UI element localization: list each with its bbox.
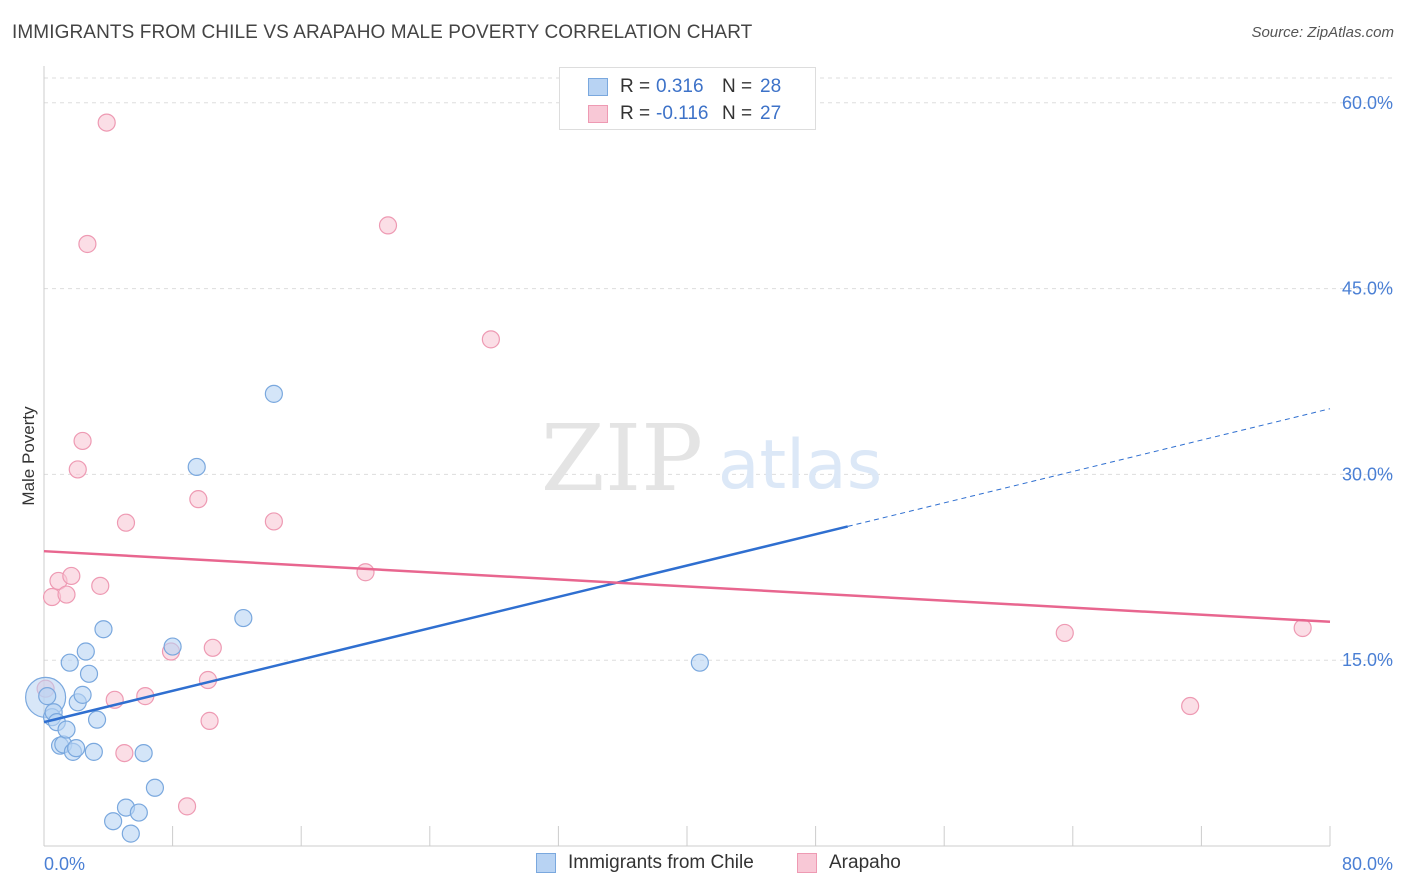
arapaho-point (177, 797, 197, 816)
arapaho-point (97, 113, 116, 132)
y-tick-label: 30.0% (1342, 464, 1393, 484)
n-value: 28 (760, 76, 782, 97)
x-tick-label: 0.0% (44, 854, 85, 874)
y-axis-label: Male Poverty (19, 406, 38, 506)
arapaho-point (91, 576, 110, 595)
chile-point (57, 720, 76, 739)
arapaho-point (203, 638, 222, 657)
arapaho-point (356, 563, 375, 582)
y-tick-label: 15.0% (1342, 650, 1393, 670)
n-label: N = (722, 103, 753, 124)
arapaho-point (62, 566, 81, 586)
arapaho-point (200, 711, 219, 730)
arapaho-point (73, 431, 92, 451)
arapaho-point (78, 234, 97, 254)
legend-row-chile: R = 0.316 N = 28 (588, 75, 781, 99)
chile-point (38, 687, 57, 706)
arapaho-point (116, 513, 136, 532)
chile-point (87, 710, 107, 729)
legend-item-chile[interactable]: Immigrants from Chile (536, 852, 754, 874)
arapaho-point (1055, 623, 1074, 643)
chile-swatch-icon (588, 78, 608, 96)
arapaho-point (68, 460, 87, 479)
chile-point (264, 384, 283, 403)
series-legend: Immigrants from Chile Arapaho (0, 852, 1406, 878)
chile-point (187, 457, 206, 477)
chile-point (145, 778, 165, 797)
legend-label: Immigrants from Chile (568, 852, 754, 873)
chile-point (690, 653, 709, 672)
arapaho-point (115, 743, 134, 763)
legend-item-arapaho[interactable]: Arapaho (797, 852, 901, 874)
gridlines (44, 77, 1392, 661)
watermark-atlas: atlas (718, 426, 882, 505)
arapaho-point (189, 490, 208, 509)
watermark: ZIP atlas (541, 405, 882, 512)
chile-point (60, 653, 79, 672)
arapaho-point (378, 216, 398, 235)
arapaho-point (264, 512, 283, 531)
chile-point (134, 743, 153, 763)
chile-point (163, 637, 182, 656)
r-label: R = (620, 76, 651, 97)
watermark-zip: ZIP (541, 405, 703, 512)
chile-point (67, 739, 86, 758)
y-tick-label: 60.0% (1342, 93, 1393, 113)
r-value: 0.316 (656, 76, 704, 97)
chile-swatch-icon (536, 853, 556, 873)
y-tick-label: 45.0% (1342, 279, 1393, 299)
chile-point (234, 608, 253, 628)
legend-row-arapaho: R = -0.116 N = 27 (588, 102, 781, 126)
chile-point (121, 824, 140, 843)
arapaho-trend-line (43, 549, 1331, 624)
chile-trend-extension (847, 408, 1331, 527)
y-tick-labels: 15.0% 30.0% 45.0% 60.0% (1342, 93, 1393, 670)
arapaho-swatch-icon (588, 105, 608, 123)
arapaho-point (57, 585, 76, 604)
arapaho-point (481, 330, 500, 349)
legend-label: Arapaho (829, 852, 901, 873)
r-label: R = (620, 103, 651, 124)
arapaho-point (1293, 618, 1312, 638)
n-label: N = (722, 76, 753, 97)
arapaho-point (1181, 696, 1200, 716)
x-tick-label: 80.0% (1342, 854, 1393, 874)
chile-point (79, 664, 99, 683)
series-chile-points (25, 384, 709, 843)
chart-title: IMMIGRANTS FROM CHILE VS ARAPAHO MALE PO… (12, 22, 753, 43)
arapaho-swatch-icon (797, 853, 817, 873)
chile-point (84, 742, 103, 761)
chile-point (129, 803, 148, 822)
x-tick-labels: 0.0% 80.0% (44, 854, 1393, 874)
n-value: 27 (760, 103, 782, 124)
chile-point (104, 812, 123, 831)
chile-point (76, 642, 95, 661)
correlation-legend: R = 0.316 N = 28 R = -0.116 N = 27 (559, 67, 816, 130)
chile-trend-line (43, 525, 849, 724)
chile-point (94, 620, 113, 639)
trend-lines (43, 408, 1331, 724)
source-credit: Source: ZipAtlas.com (1251, 24, 1394, 41)
chile-point (73, 685, 92, 704)
r-value: -0.116 (656, 103, 709, 124)
